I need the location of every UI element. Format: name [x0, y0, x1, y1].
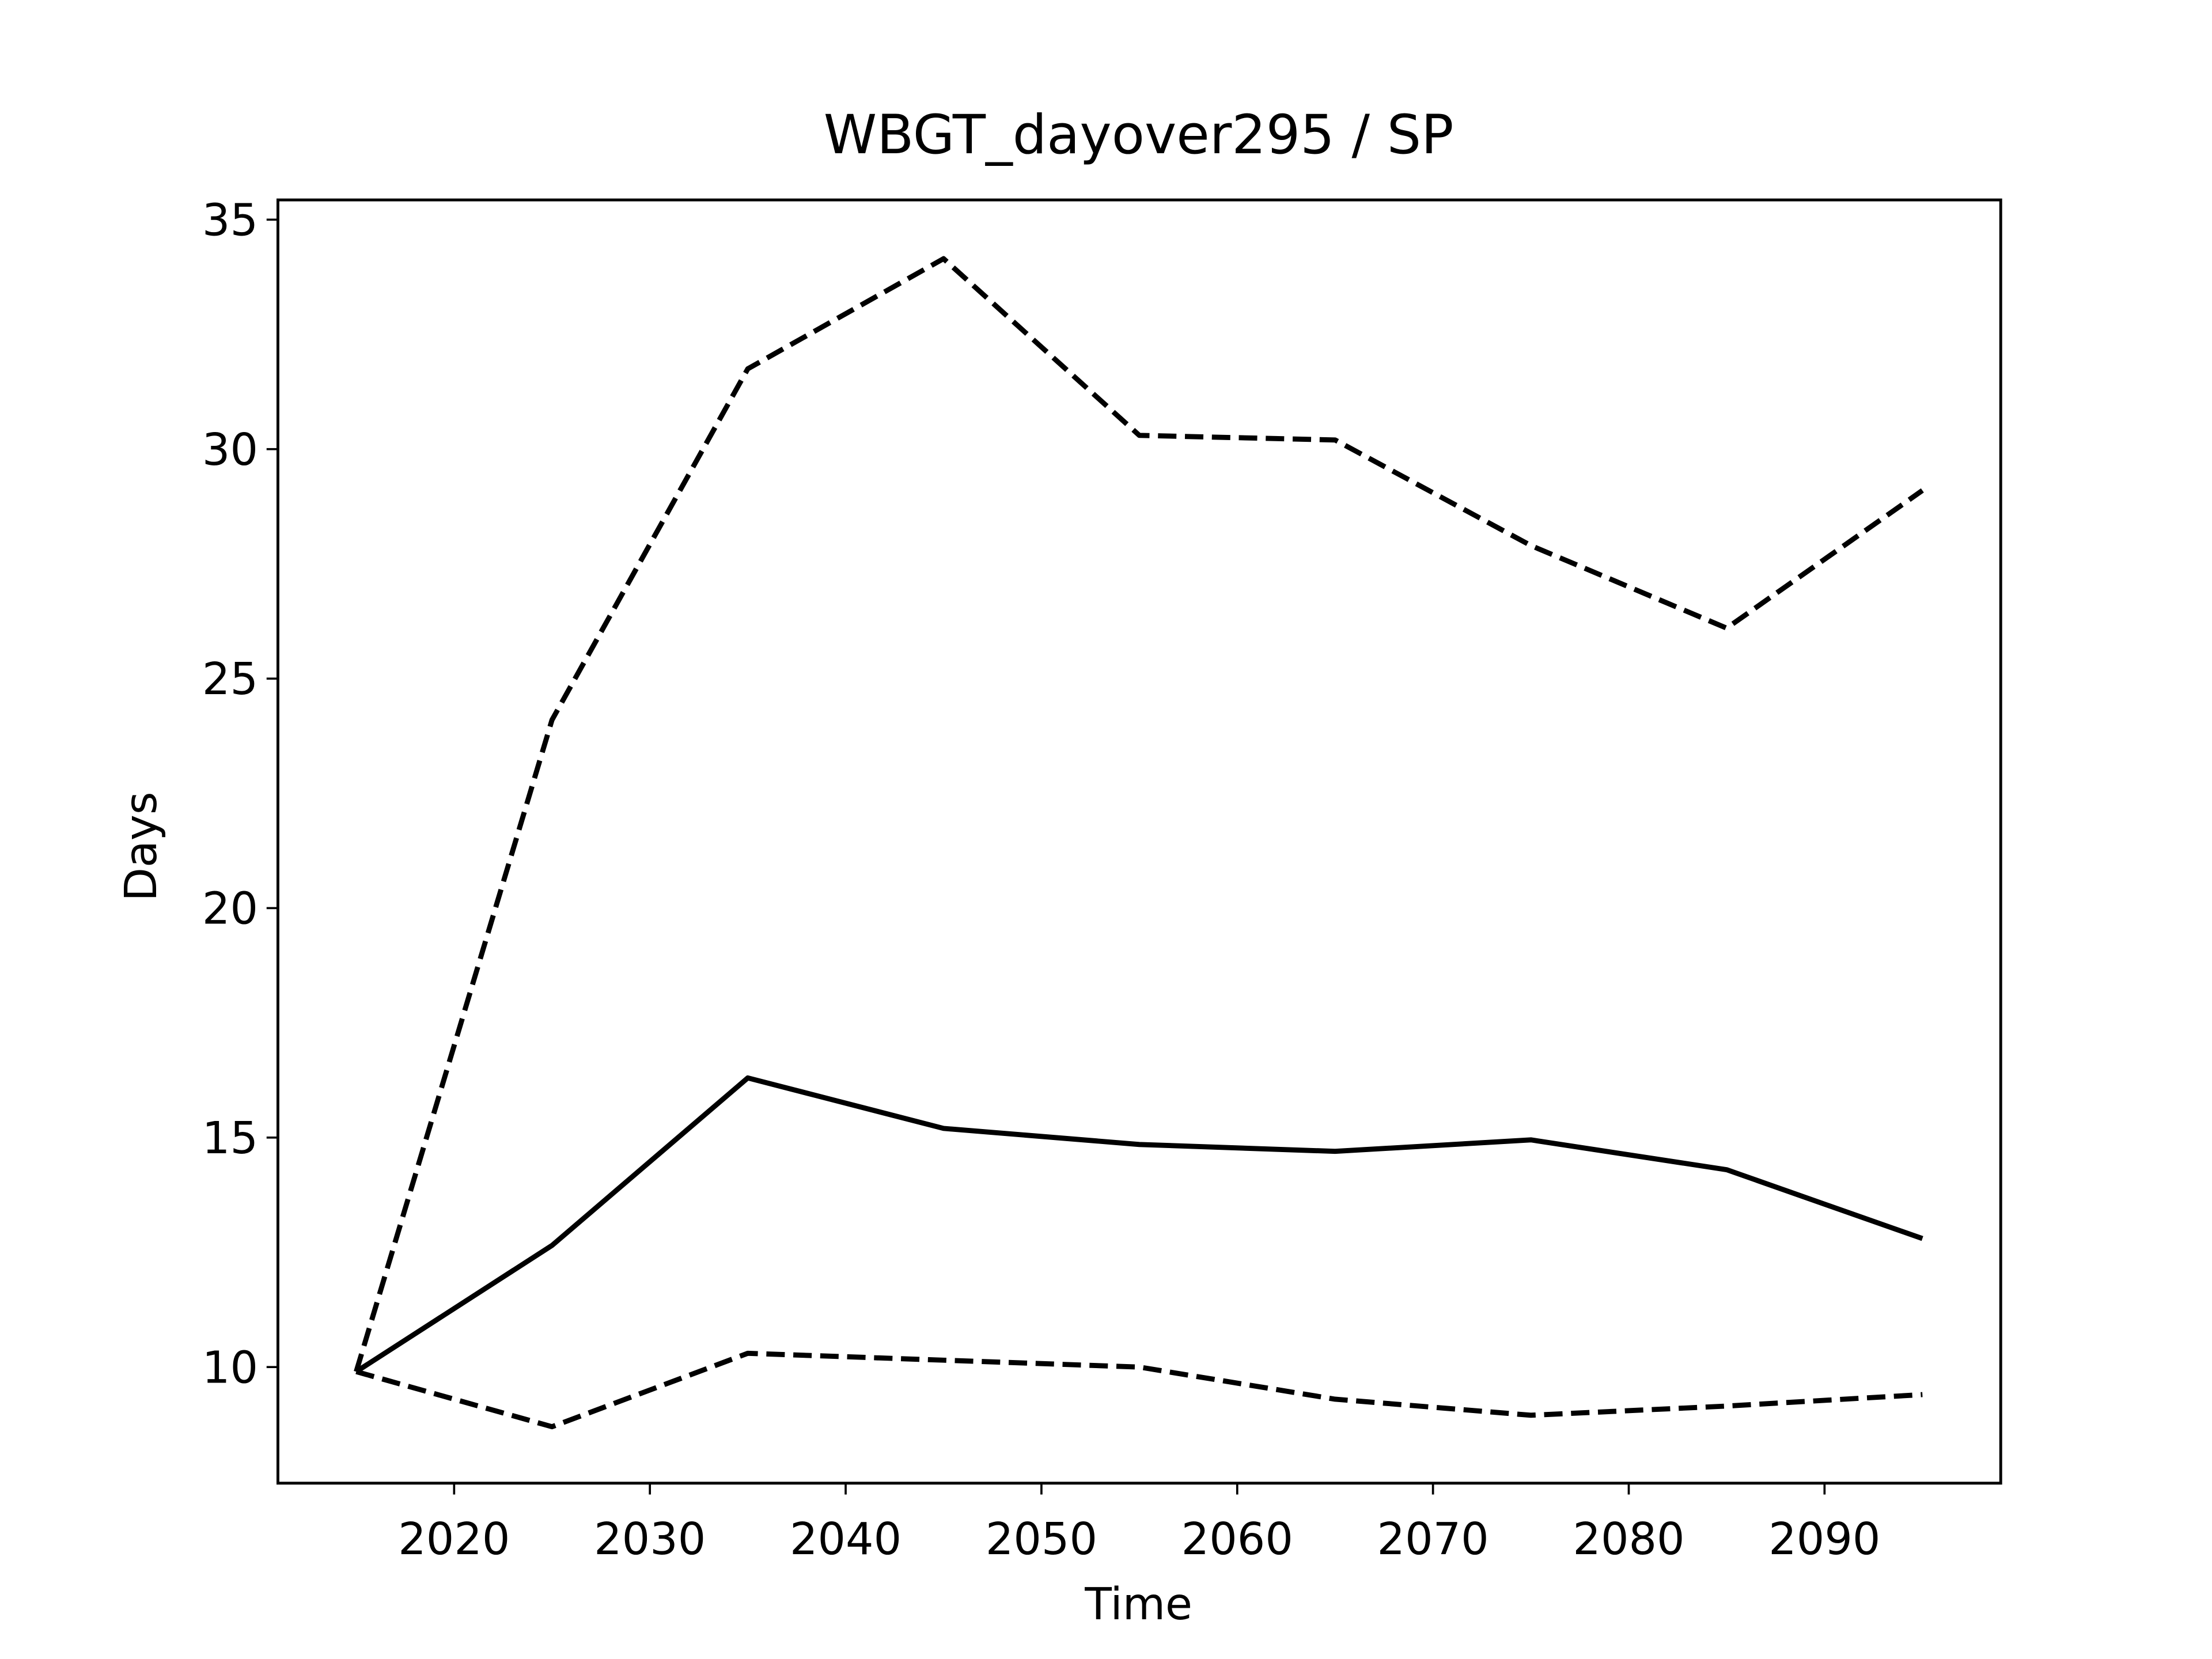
x-axis-label: Time — [1084, 1578, 1192, 1630]
chart-title: WBGT_dayover295 / SP — [824, 104, 1454, 166]
y-tick-label: 15 — [202, 1112, 258, 1164]
x-tick-label: 2020 — [398, 1513, 510, 1565]
x-tick-label: 2040 — [790, 1513, 902, 1565]
series-line — [355, 1350, 1923, 1430]
x-tick-label: 2050 — [986, 1513, 1097, 1565]
series-line — [355, 1075, 1923, 1374]
y-tick-label: 10 — [202, 1342, 258, 1393]
x-tick-label: 2060 — [1181, 1513, 1293, 1565]
y-tick-label: 35 — [202, 194, 258, 245]
series-line — [354, 256, 1924, 1373]
x-tick-label: 2030 — [594, 1513, 706, 1565]
plot-frame — [276, 198, 2002, 1485]
y-axis-label: Days — [115, 791, 166, 901]
x-tick-label: 2070 — [1377, 1513, 1489, 1565]
x-tick-label: 2090 — [1768, 1513, 1880, 1565]
y-tick-label: 25 — [202, 653, 258, 704]
y-tick-label: 20 — [202, 883, 258, 934]
x-tick-label: 2080 — [1573, 1513, 1684, 1565]
y-tick-label: 30 — [202, 424, 258, 475]
